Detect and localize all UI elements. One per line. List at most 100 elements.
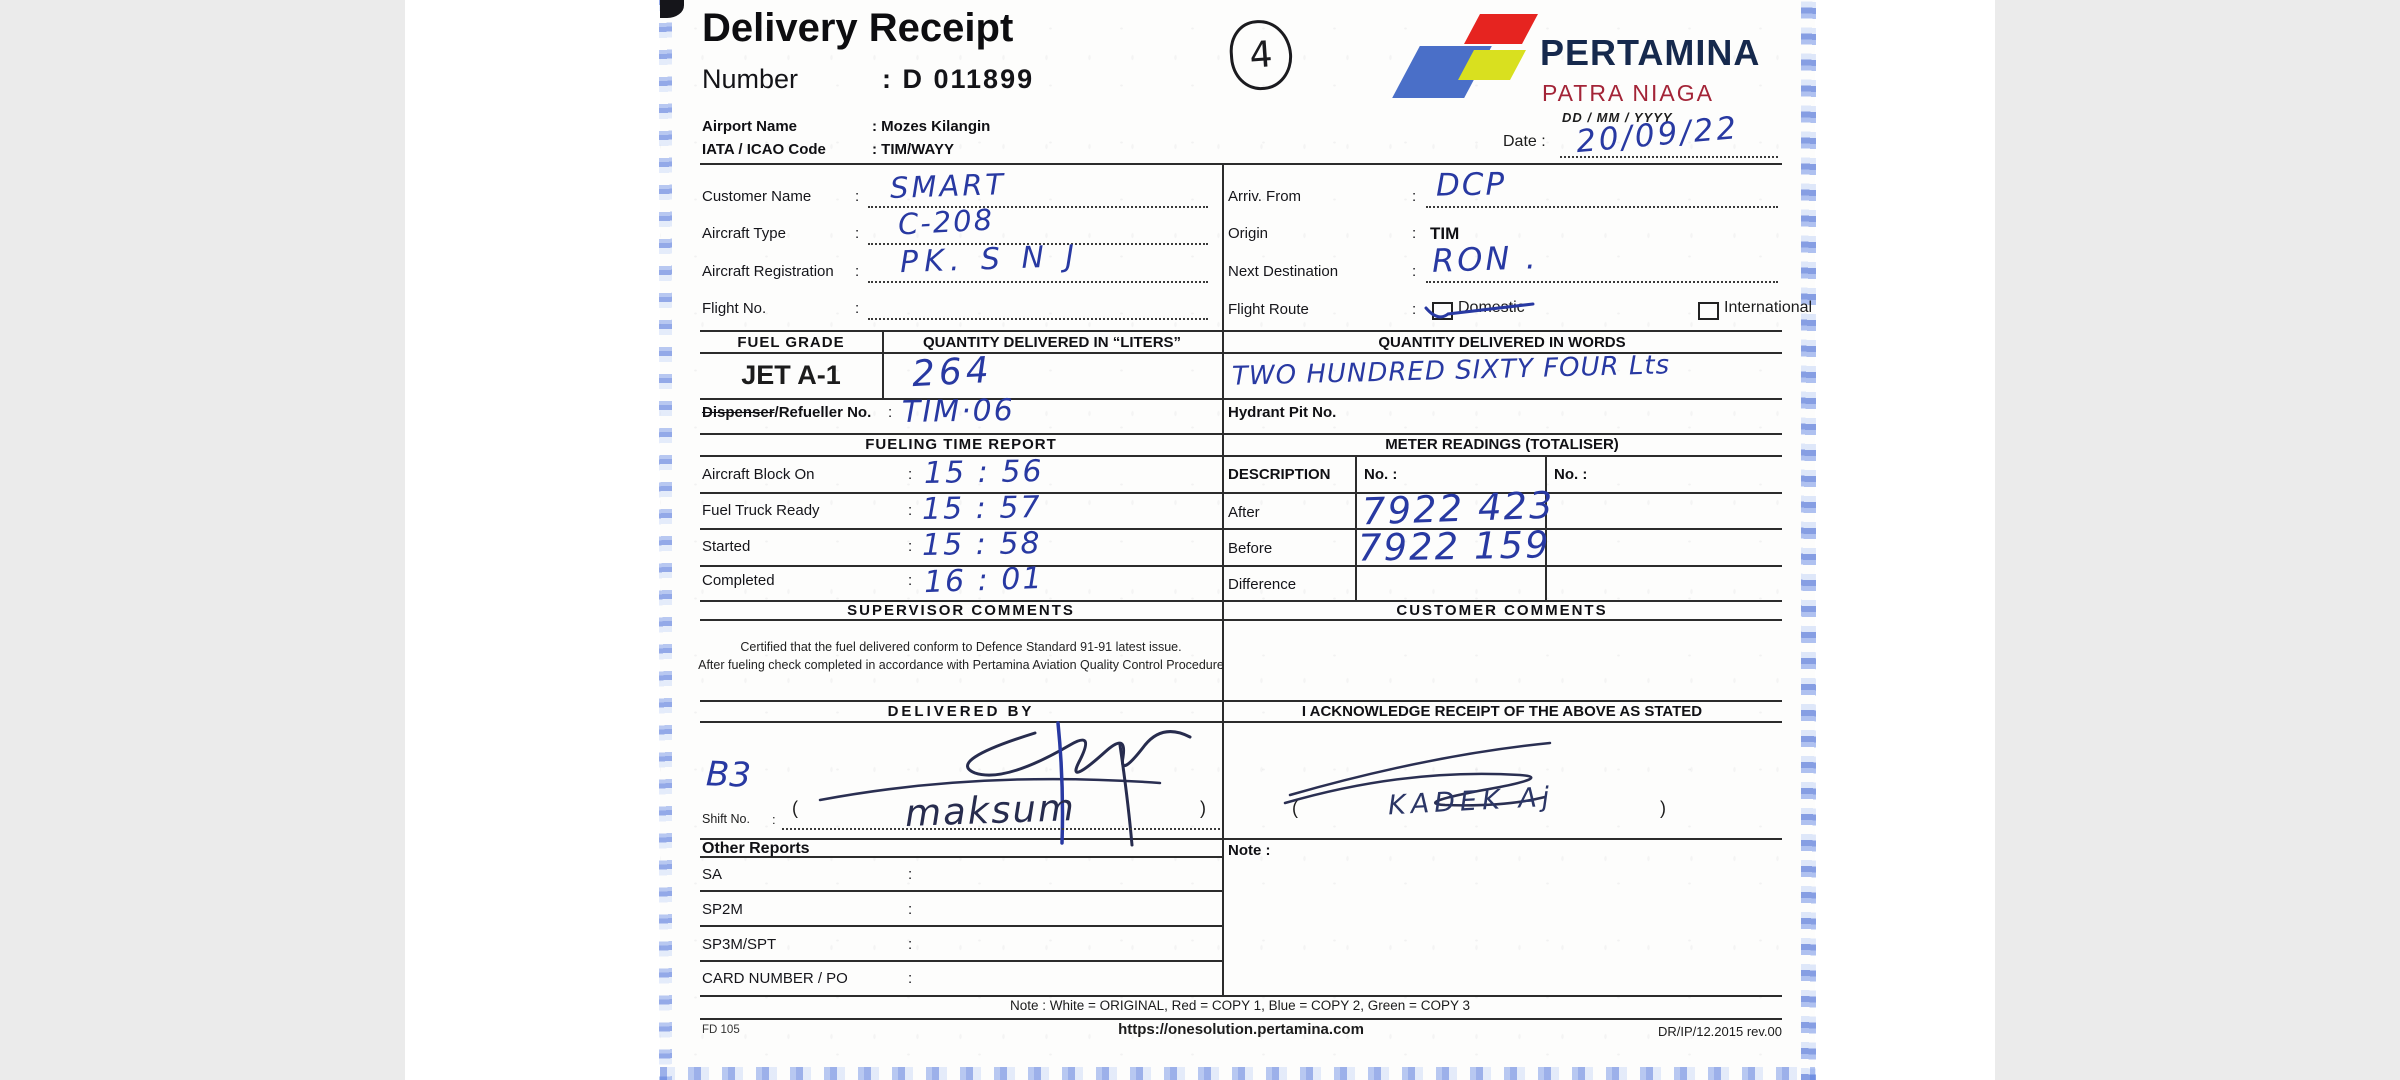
- other-reports-header: Other Reports: [702, 840, 810, 857]
- note-cell-label: Note :: [1228, 842, 1271, 859]
- arriv-from-label: Arriv. From: [1228, 188, 1302, 205]
- colon: :: [908, 502, 913, 519]
- logo-red-shape: [1464, 14, 1538, 44]
- aircraft-type-value: C-208: [897, 202, 995, 242]
- copy-colors-note: Note : White = ORIGINAL, Red = COPY 1, B…: [1010, 998, 1470, 1013]
- sp2m-label: SP2M: [702, 901, 743, 918]
- domestic-check-mark: [1424, 302, 1535, 319]
- certified-line-1: Certified that the fuel delivered confor…: [740, 640, 1182, 654]
- brand-name: PERTAMINA: [1540, 32, 1761, 73]
- receipt-number-value: : D 011899: [882, 64, 1035, 94]
- paren-close: ): [1660, 798, 1666, 818]
- meter-readings-header: METER READINGS (TOTALISER): [1385, 436, 1619, 453]
- border: [700, 890, 1222, 892]
- colon: :: [1412, 263, 1417, 280]
- colon: :: [908, 466, 913, 483]
- customer-name-line: [868, 206, 1208, 208]
- paren-open: (: [792, 798, 798, 818]
- colon: :: [772, 812, 776, 827]
- border: [700, 1018, 1782, 1020]
- aircraft-registration-label: Aircraft Registration: [702, 263, 834, 280]
- fuel-truck-ready-label: Fuel Truck Ready: [702, 502, 820, 519]
- customer-name-value: SMART: [889, 166, 1007, 206]
- border: [700, 721, 1782, 723]
- date-label: Date :: [1503, 133, 1546, 150]
- airport-name-label: Airport Name: [702, 118, 798, 135]
- aircraft-block-on-value: 15 : 56: [923, 453, 1044, 492]
- border: [1355, 455, 1357, 600]
- delivered-by-name: maksum: [904, 786, 1077, 835]
- dispenser-value: TIM·06: [901, 393, 1016, 430]
- delivered-by-signature: [818, 721, 1192, 847]
- fuel-grade-value: JET A-1: [741, 360, 841, 390]
- arriv-from-value: DCP: [1435, 166, 1507, 204]
- iata-icao-label: IATA / ICAO Code: [702, 141, 826, 158]
- delivered-by-name-line: [782, 828, 1220, 830]
- international-checkbox: [1698, 302, 1719, 320]
- aircraft-registration-value: PK. S N J: [899, 238, 1081, 281]
- next-destination-value: RON .: [1431, 238, 1540, 280]
- border: [700, 700, 1782, 702]
- date-dotted-line: [1560, 156, 1778, 158]
- started-value: 15 : 58: [921, 525, 1042, 564]
- completed-value: 16 : 01: [923, 560, 1045, 601]
- border: [700, 433, 1782, 435]
- page-title: Delivery Receipt: [702, 6, 1014, 50]
- footer-url: https://onesolution.pertamina.com: [1118, 1021, 1364, 1038]
- after-label: After: [1228, 504, 1260, 521]
- customer-comments-header: CUSTOMER COMMENTS: [1396, 602, 1608, 619]
- aircraft-registration-line: [868, 281, 1208, 283]
- hydrant-pit-label: Hydrant Pit No.: [1228, 404, 1337, 421]
- scan-edge-bottom: [660, 1067, 1815, 1080]
- flight-no-label: Flight No.: [702, 300, 767, 317]
- colon: :: [855, 188, 860, 205]
- next-destination-line: [1426, 281, 1778, 283]
- colon: :: [908, 572, 913, 589]
- form-code: FD 105: [702, 1024, 740, 1036]
- paren-open: (: [1292, 798, 1298, 818]
- handwritten-page-mark: 4: [1227, 17, 1295, 93]
- colon: :: [908, 866, 913, 883]
- border: [882, 330, 884, 398]
- colon: :: [855, 225, 860, 242]
- shift-no-value: B3: [705, 754, 752, 796]
- iata-icao-value: : TIM/WAYY: [872, 141, 954, 158]
- border: [700, 492, 1782, 494]
- border: [1545, 455, 1547, 600]
- border: [700, 352, 1782, 354]
- border: [700, 565, 1782, 567]
- colon: :: [908, 970, 913, 987]
- meter-no2-column-header: No. :: [1554, 466, 1588, 483]
- colon: :: [855, 300, 860, 317]
- pertamina-logo-icon: [1392, 12, 1538, 107]
- refueller-text: /Refueller No.: [774, 404, 872, 421]
- scan-edge-left: [659, 0, 672, 1080]
- completed-label: Completed: [702, 572, 775, 589]
- acknowledge-signature: [1283, 741, 1552, 807]
- paren-close: ): [1200, 798, 1206, 818]
- before-label: Before: [1228, 540, 1273, 557]
- aircraft-type-line: [868, 243, 1208, 245]
- aircraft-type-label: Aircraft Type: [702, 225, 786, 242]
- colon: :: [908, 936, 913, 953]
- supervisor-comments-header: SUPERVISOR COMMENTS: [847, 602, 1075, 619]
- dispenser-struck-text: Dispenser: [702, 404, 775, 421]
- brand-subtitle: PATRA NIAGA: [1542, 80, 1714, 106]
- card-number-po-label: CARD NUMBER / PO: [702, 970, 848, 987]
- border: [700, 600, 1782, 602]
- fuel-grade-header: FUEL GRADE: [737, 334, 845, 351]
- border: [1222, 163, 1224, 995]
- arriv-from-line: [1426, 206, 1778, 208]
- border: [700, 925, 1222, 927]
- domestic-checkbox: [1432, 302, 1453, 320]
- border: [700, 960, 1222, 962]
- sp3m-spt-label: SP3M/SPT: [702, 936, 777, 953]
- border: [700, 838, 1782, 840]
- date-format-hint: DD / MM / YYYY: [1562, 110, 1673, 125]
- acknowledge-header: I ACKNOWLEDGE RECEIPT OF THE ABOVE AS ST…: [1301, 703, 1703, 720]
- receipt-number-label: Number: [702, 64, 799, 94]
- meter-no1-column-header: No. :: [1364, 466, 1398, 483]
- scan-corner-artifact: [660, 0, 684, 18]
- description-column-header: DESCRIPTION: [1228, 466, 1331, 483]
